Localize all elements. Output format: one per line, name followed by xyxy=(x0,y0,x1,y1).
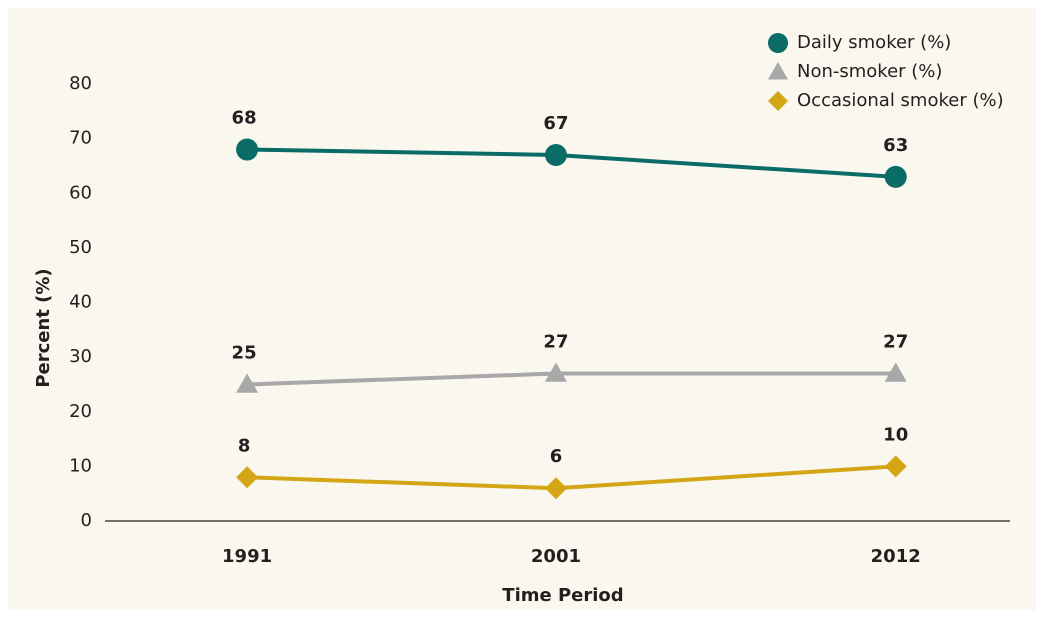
x-tick-label: 1991 xyxy=(222,546,272,567)
legend-label: Non-smoker (%) xyxy=(797,61,942,82)
y-tick-label: 80 xyxy=(69,73,92,94)
x-axis-label: Time Period xyxy=(502,585,623,606)
x-tick-label: 2001 xyxy=(531,546,581,567)
legend-marker xyxy=(768,33,788,53)
data-point xyxy=(884,165,907,188)
data-point xyxy=(884,455,907,478)
data-label: 6 xyxy=(550,446,563,467)
y-tick-label: 20 xyxy=(69,401,92,422)
data-label: 68 xyxy=(232,108,257,129)
data-point xyxy=(236,373,259,393)
y-tick-label: 30 xyxy=(69,346,92,367)
data-point xyxy=(544,144,567,167)
x-tick-label: 2012 xyxy=(871,546,921,567)
y-tick-label: 10 xyxy=(69,455,92,476)
data-point xyxy=(544,362,567,382)
data-point xyxy=(236,138,259,161)
data-label: 63 xyxy=(883,135,908,156)
y-tick-label: 40 xyxy=(69,292,92,313)
legend-label: Daily smoker (%) xyxy=(797,32,951,53)
y-tick-label: 60 xyxy=(69,182,92,203)
legend-marker xyxy=(768,62,788,80)
y-tick-label: 0 xyxy=(81,510,92,531)
data-label: 27 xyxy=(883,332,908,353)
chart-background xyxy=(8,8,1036,610)
legend-label: Occasional smoker (%) xyxy=(797,90,1004,111)
legend-marker xyxy=(768,91,788,111)
data-label: 10 xyxy=(883,424,908,445)
data-point xyxy=(544,477,567,500)
data-label: 8 xyxy=(238,435,251,456)
y-tick-label: 70 xyxy=(69,128,92,149)
y-axis-label: Percent (%) xyxy=(33,268,54,387)
data-label: 25 xyxy=(232,342,257,363)
data-point xyxy=(236,466,259,489)
data-point xyxy=(884,362,907,382)
y-tick-label: 50 xyxy=(69,237,92,258)
data-label: 27 xyxy=(543,332,568,353)
data-label: 67 xyxy=(543,113,568,134)
